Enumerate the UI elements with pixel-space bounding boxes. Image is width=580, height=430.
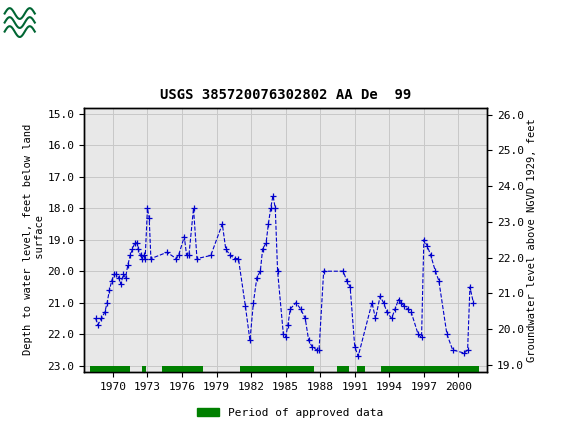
Legend: Period of approved data: Period of approved data (193, 403, 387, 422)
Y-axis label: Groundwater level above NGVD 1929, feet: Groundwater level above NGVD 1929, feet (527, 118, 536, 362)
Title: USGS 385720076302802 AA De  99: USGS 385720076302802 AA De 99 (160, 88, 411, 102)
Text: USGS: USGS (44, 14, 95, 31)
Y-axis label: Depth to water level, feet below land
 surface: Depth to water level, feet below land su… (23, 124, 45, 355)
FancyBboxPatch shape (3, 3, 72, 42)
